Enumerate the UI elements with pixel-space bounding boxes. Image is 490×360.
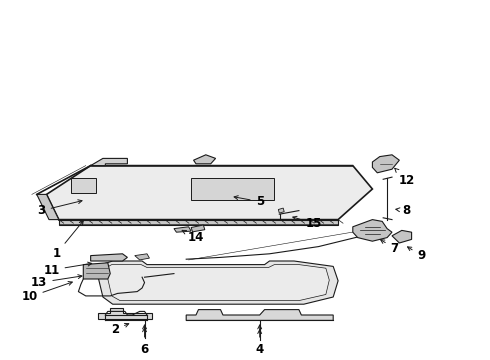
Polygon shape	[135, 254, 149, 260]
Polygon shape	[186, 310, 333, 320]
Polygon shape	[37, 194, 59, 220]
Text: 11: 11	[43, 262, 92, 276]
Text: 14: 14	[182, 230, 204, 244]
Text: 12: 12	[395, 168, 415, 186]
Polygon shape	[372, 155, 399, 173]
Polygon shape	[91, 254, 127, 261]
Polygon shape	[83, 263, 110, 279]
Polygon shape	[105, 265, 329, 301]
Text: 7: 7	[381, 240, 398, 255]
Polygon shape	[392, 230, 412, 243]
Text: 1: 1	[52, 221, 83, 260]
Text: 5: 5	[234, 195, 264, 208]
Text: 13: 13	[31, 275, 82, 289]
Text: 6: 6	[141, 328, 148, 356]
Text: 9: 9	[408, 247, 425, 262]
Polygon shape	[191, 225, 205, 232]
Text: 8: 8	[396, 204, 411, 217]
Polygon shape	[96, 261, 338, 304]
Text: 10: 10	[21, 282, 73, 303]
Polygon shape	[278, 208, 284, 213]
Polygon shape	[194, 155, 216, 164]
Polygon shape	[47, 166, 372, 220]
Text: 4: 4	[256, 330, 264, 356]
Polygon shape	[353, 220, 392, 241]
Polygon shape	[191, 178, 274, 200]
Text: 2: 2	[111, 323, 129, 336]
Polygon shape	[71, 178, 96, 193]
Polygon shape	[59, 220, 338, 225]
Text: 3: 3	[38, 200, 82, 217]
Text: 15: 15	[293, 216, 322, 230]
Polygon shape	[98, 308, 152, 319]
Polygon shape	[91, 158, 127, 166]
Polygon shape	[174, 227, 191, 232]
